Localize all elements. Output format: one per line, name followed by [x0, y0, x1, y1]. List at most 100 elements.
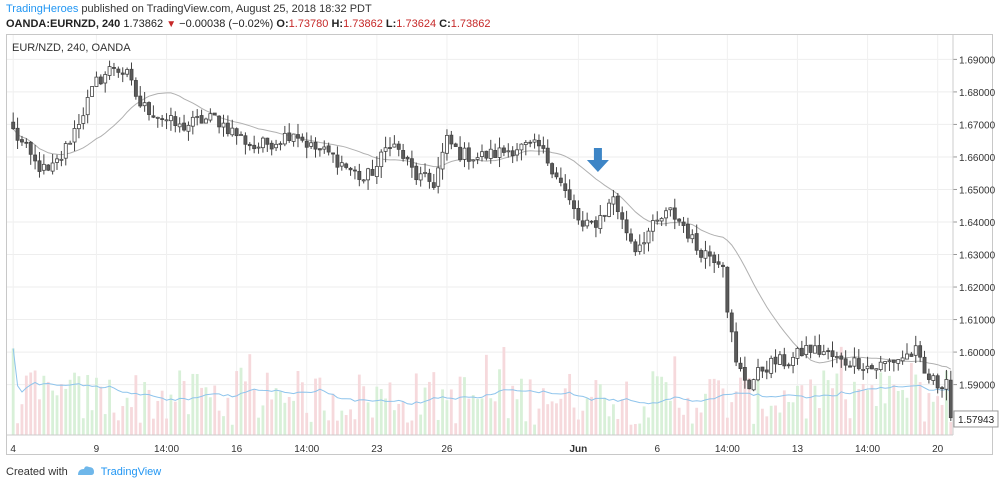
candle-body: [20, 139, 24, 143]
volume-bar: [813, 385, 817, 435]
candle-body: [28, 141, 33, 155]
tradingview-link[interactable]: TradingView: [100, 465, 162, 478]
volume-bar: [375, 386, 379, 435]
candle-body: [68, 142, 73, 145]
volume-bar: [99, 386, 103, 435]
candle-body: [208, 113, 213, 121]
volume-bar: [449, 389, 453, 435]
volume-bar: [458, 376, 462, 435]
volume-bar: [756, 370, 760, 435]
x-tick-label: 13: [792, 444, 804, 455]
candle-body: [335, 154, 340, 168]
volume-bar: [861, 383, 865, 435]
candle-body: [436, 167, 441, 187]
volume-bar: [686, 397, 690, 435]
volume-bar: [717, 380, 720, 435]
x-tick-label: 14:00: [154, 444, 179, 455]
volume-bar: [559, 398, 563, 435]
candle-body: [532, 139, 537, 143]
volume-bar: [541, 388, 545, 435]
volume-bar: [550, 401, 554, 435]
publisher-link[interactable]: TradingHeroes: [6, 3, 79, 15]
volume-bar: [327, 420, 331, 435]
volume-bar: [121, 406, 125, 435]
candle-body: [650, 220, 655, 232]
candle-body: [142, 102, 147, 107]
y-tick-label: 1.69000: [959, 55, 996, 66]
candle-body: [453, 143, 458, 147]
volume-bar: [362, 386, 366, 435]
tradingview-logo-icon[interactable]: [77, 465, 95, 479]
candle-body: [821, 351, 826, 355]
volume-bar: [392, 410, 396, 435]
candle-body: [304, 140, 309, 148]
candle-body: [926, 373, 931, 380]
volume-bar: [305, 412, 309, 435]
candle-body: [747, 379, 752, 390]
volume-bar: [191, 373, 195, 435]
candle-body: [856, 358, 861, 370]
volume-bar: [46, 381, 50, 435]
candle-body: [348, 167, 353, 171]
candlesticks: [11, 60, 953, 422]
candle-body: [63, 143, 68, 159]
candle-body: [309, 142, 314, 147]
volume-bar: [42, 375, 46, 435]
volume-bar: [463, 377, 466, 435]
candle-body: [611, 196, 616, 205]
chart-frame: [6, 34, 993, 455]
volume-bar: [384, 398, 388, 435]
volume-bar: [182, 381, 186, 435]
volume-bar: [143, 382, 147, 435]
volume-bars: [11, 346, 953, 435]
volume-bar: [524, 421, 528, 435]
candle-body: [90, 86, 94, 97]
volume-bar: [796, 385, 799, 435]
volume-bar: [55, 395, 59, 435]
close-label: C:: [439, 18, 451, 30]
volume-bar: [371, 417, 374, 435]
volume-bar: [905, 397, 909, 435]
candle-body: [905, 353, 909, 360]
volume-bar: [130, 407, 133, 435]
candle-body: [870, 365, 874, 370]
volume-bar: [428, 381, 431, 435]
chart-legend: EUR/NZD, 240, OANDA: [12, 42, 131, 54]
volume-bar: [835, 373, 839, 435]
candle-body: [913, 345, 918, 356]
volume-bar: [493, 401, 497, 435]
volume-bar: [77, 376, 81, 435]
candle-body: [256, 146, 261, 149]
volume-bar: [138, 422, 142, 435]
candle-body: [50, 162, 55, 172]
candle-body: [602, 214, 607, 217]
candle-body: [501, 147, 506, 153]
y-tick-label: 1.62000: [959, 283, 996, 294]
volume-bar: [252, 389, 256, 435]
candle-body: [791, 356, 796, 366]
volume-bar: [480, 398, 484, 435]
symbol-label: OANDA:EURNZD, 240: [6, 18, 121, 30]
volume-bar: [528, 379, 532, 435]
volume-bar: [817, 408, 821, 435]
volume-bar: [379, 389, 383, 435]
volume-bar: [682, 414, 685, 435]
volume-bar: [90, 410, 94, 435]
volume-bar: [778, 412, 782, 435]
volume-bar: [721, 388, 725, 435]
candle-body: [589, 220, 594, 223]
volume-bar: [506, 418, 510, 435]
candle-body: [427, 172, 432, 182]
last-price: 1.73862: [123, 18, 164, 30]
volume-bar: [502, 347, 506, 435]
volume-bar: [603, 397, 607, 435]
candle-body: [11, 121, 16, 130]
x-tick-label: 14:00: [855, 444, 880, 455]
volume-bar: [388, 382, 392, 435]
candle-body: [138, 95, 143, 107]
volume-bar: [923, 421, 926, 435]
candle-body: [322, 146, 327, 150]
candle-body: [852, 357, 857, 367]
volume-bar: [585, 398, 589, 435]
